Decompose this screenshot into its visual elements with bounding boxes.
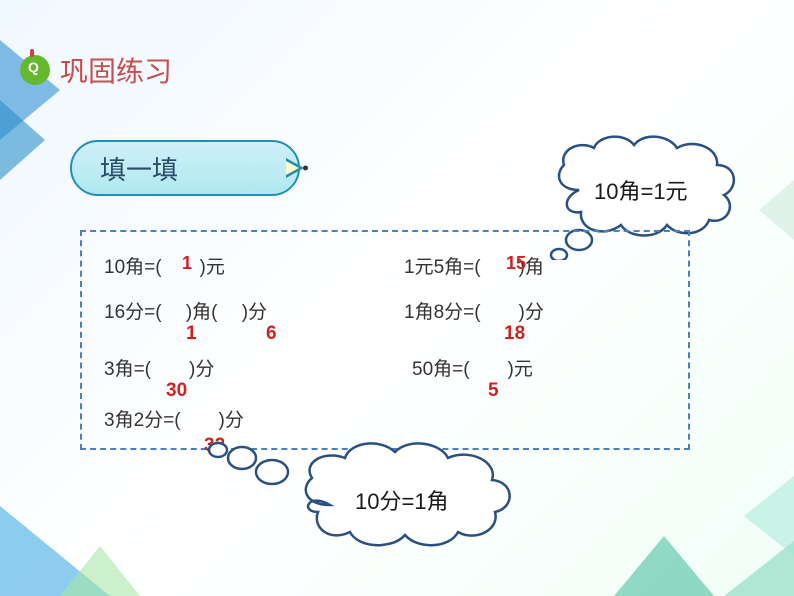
problem-3-left: 3角=( )分 30 xyxy=(104,354,404,381)
answer-2r: 18 xyxy=(504,323,525,345)
answer-2l-1: 1 xyxy=(186,323,197,345)
answer-3r: 5 xyxy=(488,380,499,402)
bg-triangle xyxy=(744,476,794,556)
problem-text: 1角8分=( )分 xyxy=(404,302,544,323)
cloud-top-text: 10角=1元 xyxy=(594,174,688,206)
pencil-tip-icon xyxy=(286,158,304,178)
problem-text: 10角=( )元 xyxy=(104,257,225,278)
problem-text: 16分=( )角( )分 xyxy=(104,302,267,323)
thought-cloud-bottom: 10分=1角 xyxy=(200,420,540,560)
title-row: 巩固练习 xyxy=(20,50,172,90)
cloud-bottom-text: 10分=1角 xyxy=(355,484,449,516)
bg-triangle xyxy=(60,546,140,596)
subtitle-banner: 填一填 xyxy=(70,140,300,196)
subtitle-text: 填一填 xyxy=(100,150,178,187)
problem-row-2: 16分=( )角( )分 1 6 1角8分=( )分 18 xyxy=(104,297,666,324)
page-title: 巩固练习 xyxy=(60,50,172,90)
problem-2-right: 1角8分=( )分 18 xyxy=(404,297,544,324)
answer-1r: 15 xyxy=(506,253,526,274)
problem-3-right: 50角=( )元 5 xyxy=(404,354,533,381)
problem-1-right: 1元5角=( )角 15 xyxy=(404,252,544,279)
problem-1-left: 10角=( )元 1 xyxy=(104,252,404,279)
bg-triangle xyxy=(614,536,714,596)
problem-text: 3角=( )分 xyxy=(104,359,214,380)
bg-triangle xyxy=(0,100,45,180)
problem-row-3: 3角=( )分 30 50角=( )元 5 xyxy=(104,354,666,381)
problem-2-left: 16分=( )角( )分 1 6 xyxy=(104,297,404,324)
problem-text: 50角=( )元 xyxy=(412,359,533,380)
pencil-dot-icon xyxy=(303,166,308,171)
problem-row-1: 10角=( )元 1 1元5角=( )角 15 xyxy=(104,252,666,279)
answer-3l: 30 xyxy=(166,380,187,402)
answer-2l-2: 6 xyxy=(266,323,277,345)
answer-1l: 1 xyxy=(182,253,192,274)
bug-icon xyxy=(20,55,50,85)
problems-box: 10角=( )元 1 1元5角=( )角 15 16分=( )角( )分 1 6… xyxy=(80,230,690,450)
bg-triangle xyxy=(759,180,794,240)
